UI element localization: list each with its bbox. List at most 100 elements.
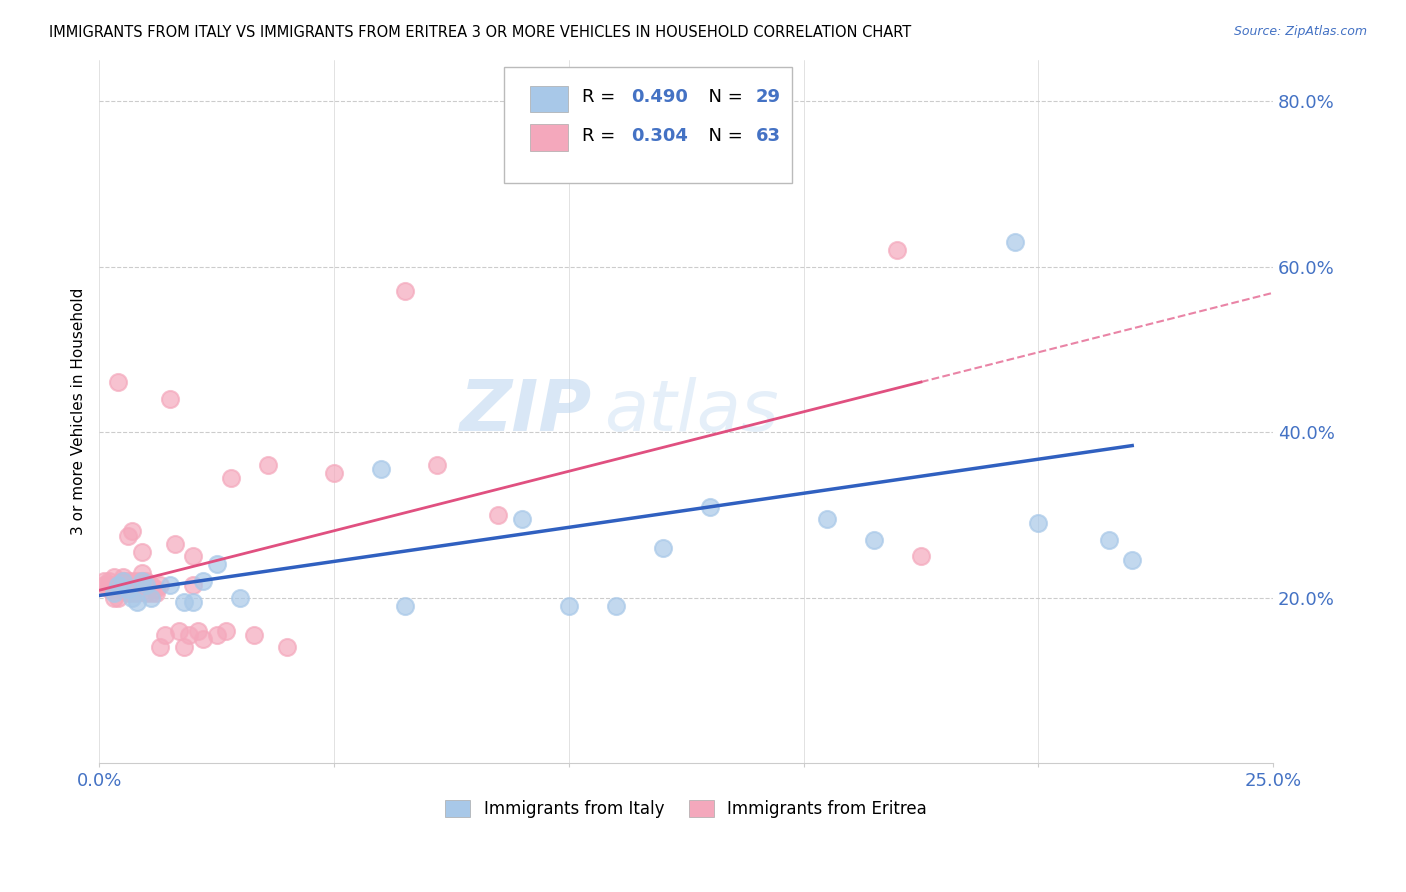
Point (558, 599, 581, 613)
Point (93, 574, 115, 588)
Point (394, 285, 416, 299)
Point (103, 570, 125, 584)
Y-axis label: 3 or more Vehicles in Household: 3 or more Vehicles in Household (72, 288, 86, 535)
Point (111, 574, 134, 588)
Text: 0.490: 0.490 (631, 88, 688, 106)
Point (125, 586, 148, 600)
Point (886, 243, 908, 257)
Point (205, 558, 228, 572)
Point (117, 578, 139, 592)
Text: N =: N = (697, 127, 748, 145)
Point (145, 582, 167, 597)
Point (910, 549, 932, 564)
Point (125, 578, 148, 592)
Point (121, 586, 143, 600)
Point (97, 574, 120, 588)
Point (139, 586, 162, 600)
Text: 29: 29 (755, 88, 780, 106)
Text: Source: ZipAtlas.com: Source: ZipAtlas.com (1233, 25, 1367, 38)
Point (187, 624, 209, 638)
Point (149, 578, 172, 592)
Point (181, 595, 204, 609)
Point (394, 599, 416, 613)
Point (103, 586, 125, 600)
Point (125, 574, 148, 588)
Point (510, 512, 533, 526)
Point (107, 578, 129, 592)
Point (229, 591, 252, 605)
Point (219, 470, 242, 484)
Point (121, 582, 143, 597)
Point (107, 582, 129, 597)
Point (111, 582, 134, 597)
Point (131, 545, 153, 559)
FancyBboxPatch shape (505, 67, 792, 183)
Point (107, 376, 129, 390)
Point (125, 595, 148, 609)
Point (117, 528, 139, 542)
Point (815, 512, 838, 526)
Text: 0.304: 0.304 (631, 127, 688, 145)
Point (191, 632, 214, 646)
Point (131, 574, 153, 588)
Point (103, 578, 125, 592)
Point (1004, 235, 1026, 249)
Point (121, 591, 143, 605)
Point (181, 549, 204, 564)
Point (488, 508, 510, 522)
Point (651, 541, 673, 555)
Bar (530, 124, 568, 151)
Point (139, 578, 162, 592)
Point (1121, 553, 1143, 567)
Legend: Immigrants from Italy, Immigrants from Eritrea: Immigrants from Italy, Immigrants from E… (439, 794, 934, 825)
Point (257, 458, 280, 472)
Point (370, 462, 392, 476)
Point (699, 500, 721, 514)
Point (131, 574, 153, 588)
Point (145, 586, 167, 600)
Point (163, 537, 186, 551)
Text: R =: R = (582, 88, 621, 106)
Point (205, 628, 228, 642)
Point (117, 574, 139, 588)
Point (426, 458, 449, 472)
Point (149, 640, 172, 655)
Text: atlas: atlas (605, 376, 779, 446)
Point (121, 574, 143, 588)
Point (139, 591, 162, 605)
Point (191, 574, 214, 588)
Point (111, 578, 134, 592)
Point (153, 628, 176, 642)
Point (135, 578, 157, 592)
Point (173, 595, 195, 609)
Point (769, 160, 792, 174)
Point (131, 566, 153, 580)
Point (605, 599, 627, 613)
Point (135, 578, 157, 592)
Point (276, 640, 298, 655)
Point (121, 578, 143, 592)
Point (167, 624, 190, 638)
Point (243, 628, 266, 642)
Point (215, 624, 238, 638)
Point (97, 578, 120, 592)
Point (1098, 533, 1121, 547)
Text: IMMIGRANTS FROM ITALY VS IMMIGRANTS FROM ERITREA 3 OR MORE VEHICLES IN HOUSEHOLD: IMMIGRANTS FROM ITALY VS IMMIGRANTS FROM… (49, 25, 911, 40)
Text: 63: 63 (755, 127, 780, 145)
Bar (530, 86, 568, 112)
Point (117, 582, 139, 597)
Point (97, 582, 120, 597)
Point (177, 628, 200, 642)
Point (181, 578, 204, 592)
Point (121, 524, 143, 539)
Point (117, 586, 139, 600)
Point (863, 533, 886, 547)
Text: ZIP: ZIP (460, 376, 592, 446)
Point (323, 467, 346, 481)
Text: R =: R = (582, 127, 621, 145)
Point (111, 574, 134, 588)
Point (1026, 516, 1049, 530)
Point (135, 574, 157, 588)
Point (135, 586, 157, 600)
Point (159, 578, 181, 592)
